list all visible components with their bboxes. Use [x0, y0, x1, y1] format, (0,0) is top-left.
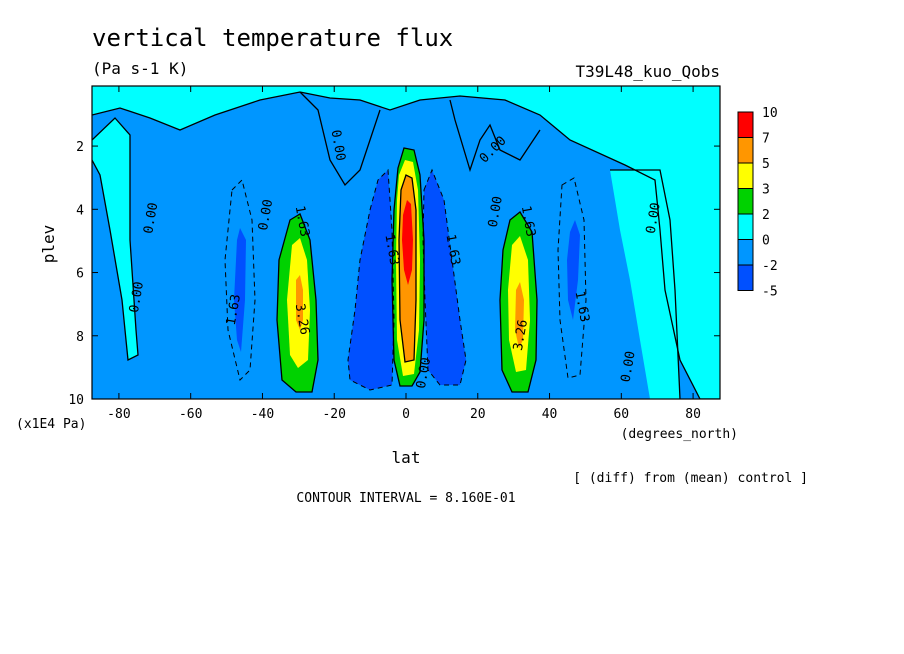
contour-fill-negative-center-left: [348, 170, 394, 390]
plot-area: 0.000.000.000.00 0.000.00 0.000.000.001.63…: [92, 86, 720, 399]
chart-title: vertical temperature flux: [92, 24, 453, 52]
contour-fill-zero-upper: [92, 86, 720, 399]
chart-subtitle: (Pa s-1 K): [92, 59, 188, 78]
x-tick-label: 60: [613, 407, 629, 422]
colorbar-swatch: [737, 162, 754, 189]
contour-line-zero-upper: [92, 91, 720, 399]
contour-line-negative-center-right: [422, 168, 467, 386]
negative-contour-lines: [224, 168, 587, 391]
y-axis: 2 4 6 8 10: [68, 140, 720, 408]
contour-line-positive-south: [276, 213, 319, 393]
contour-line-zero-right: [610, 169, 681, 399]
colorbar-swatch: [737, 239, 754, 266]
contour-label: 0.00: [328, 129, 348, 162]
contour-label: 1.63: [442, 233, 462, 266]
x-units: (degrees_north): [621, 427, 738, 442]
contour-fill-positive-north-5: [515, 282, 524, 348]
contour-line-positive-north: [499, 211, 538, 393]
colorbar-label: 5: [762, 157, 770, 172]
colorbar-label: 7: [762, 132, 770, 147]
colorbar-label: -5: [762, 285, 778, 300]
contour-label: 0.00: [619, 350, 639, 383]
contour-fill-negative-left: [234, 228, 246, 352]
x-tick-label: 80: [685, 407, 701, 422]
y-tick-label: 8: [76, 330, 84, 345]
contour-line-negative-center-left: [347, 168, 395, 391]
contour-line-zero-top-right: [449, 99, 541, 173]
contour-interval: CONTOUR INTERVAL = 8.160E-01: [296, 491, 515, 506]
colorbar-swatch: [737, 111, 754, 138]
y-tick-label: 6: [76, 267, 84, 282]
contour-fill-zero-left: [92, 118, 138, 360]
colorbar-label: 10: [762, 106, 778, 121]
run-label: T39L48_kuo_Qobs: [576, 62, 721, 81]
contour-label: 0.00: [644, 201, 664, 234]
y-tick-label: 4: [76, 203, 84, 218]
y-tick-label: 10: [68, 393, 84, 408]
x-axis: -80 -60 -40 -20 0 20 40 60 80: [107, 86, 701, 422]
x-tick-label: 20: [470, 407, 486, 422]
y-label: plev: [39, 225, 58, 264]
contour-label: 1.63: [381, 233, 401, 266]
contour-fill-negative-center-right: [423, 170, 466, 385]
contour-label: 1.63: [572, 290, 592, 323]
y-units: (x1E4 Pa): [16, 417, 86, 432]
contour-label: 3.26: [292, 303, 312, 336]
contour-fill-zero-right: [610, 170, 680, 399]
contour-line-negative-right: [557, 177, 587, 379]
colorbar-swatch: [737, 264, 754, 291]
contour-fill-positive-equator-7: [402, 200, 413, 285]
contour-lines: [92, 91, 720, 399]
contour-line-zero-left: [92, 117, 139, 362]
contour-line-zero-top: [299, 91, 381, 187]
contour-label: 0.00: [256, 198, 276, 231]
contour-fill-negative-right: [567, 220, 580, 320]
x-tick-label: -80: [107, 407, 130, 422]
contour-line-negative-left: [224, 179, 256, 381]
contour-label: 1.63: [224, 293, 244, 326]
contour-label: 0.00: [141, 201, 161, 234]
contour-label: 1.63: [518, 205, 538, 238]
contour-line-inner-equator: [398, 174, 417, 363]
colorbar: 10 7 5 3 2 0 -2 -5: [737, 106, 778, 300]
colorbar-swatch: [737, 213, 754, 240]
y-tick-label: 2: [76, 140, 84, 155]
contour-fill-positive-south-5: [296, 275, 303, 330]
x-tick-label: -20: [322, 407, 345, 422]
x-tick-label: 0: [402, 407, 410, 422]
colorbar-swatch: [737, 188, 754, 215]
colorbar-label: -2: [762, 259, 778, 274]
contour-line-positive-equator: [391, 147, 425, 387]
contour-label: 0.00: [414, 356, 434, 389]
contour-label: 1.63: [292, 205, 312, 238]
colorbar-label: 3: [762, 183, 770, 198]
x-tick-label: 40: [542, 407, 558, 422]
colorbar-label: 2: [762, 208, 770, 223]
colorbar-swatch: [737, 137, 754, 164]
x-tick-label: -60: [179, 407, 202, 422]
colorbar-label: 0: [762, 234, 770, 249]
x-label: lat: [392, 448, 421, 467]
footnote: [ (diff) from (mean) control ]: [573, 471, 808, 486]
x-tick-label: -40: [251, 407, 274, 422]
contour-label: 0.00: [127, 280, 147, 313]
contour-label: 0.00: [486, 195, 506, 228]
contour-label: 3.26: [511, 318, 531, 351]
